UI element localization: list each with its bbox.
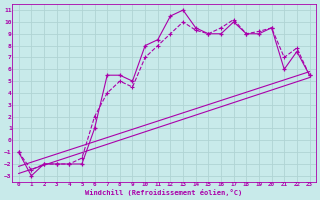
X-axis label: Windchill (Refroidissement éolien,°C): Windchill (Refroidissement éolien,°C)	[85, 189, 243, 196]
